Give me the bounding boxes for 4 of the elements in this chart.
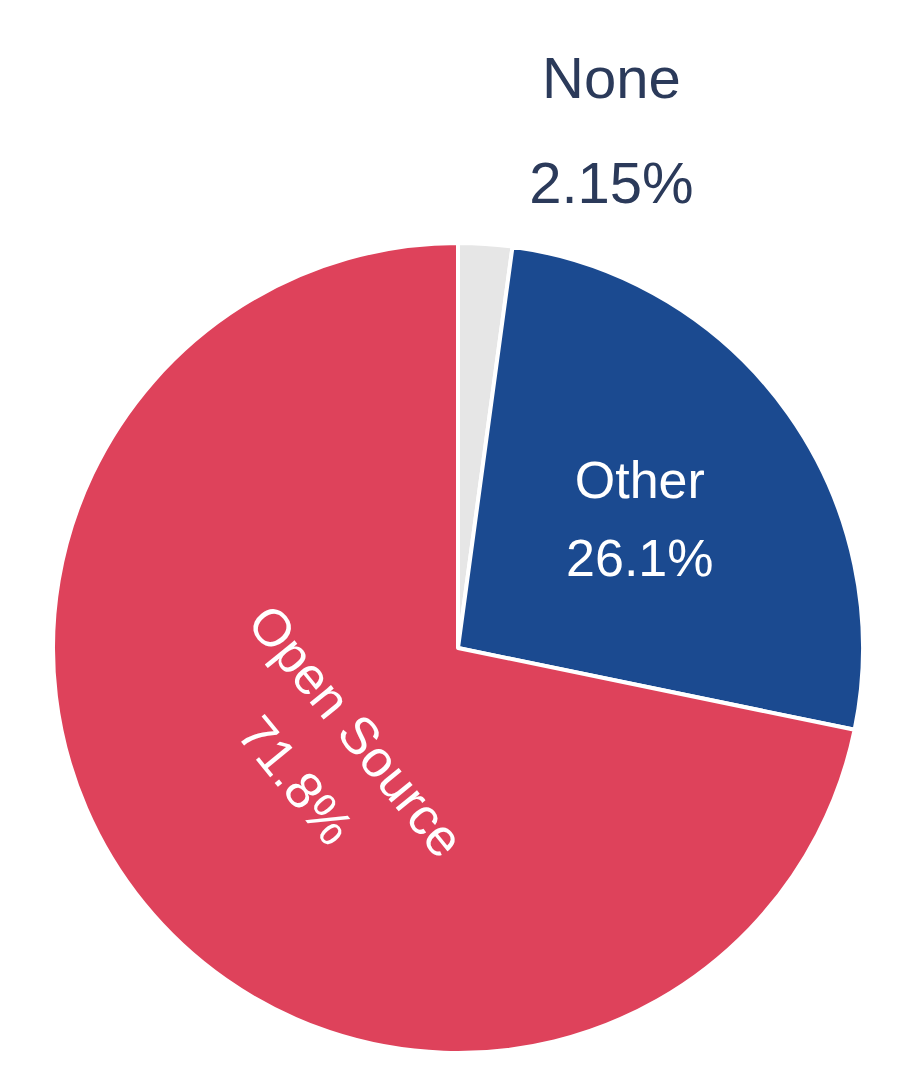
slice-label: Other: [574, 451, 705, 510]
data-label: 2.15%: [529, 149, 694, 215]
data-label: 26.1%: [566, 529, 714, 588]
slice-label: None: [542, 45, 681, 111]
